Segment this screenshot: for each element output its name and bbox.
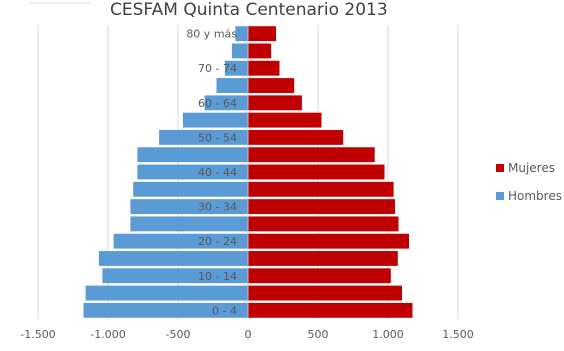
x-tick-label-6: 1.500 bbox=[442, 328, 474, 341]
bar-mujeres-65-69 bbox=[248, 78, 295, 93]
bar-mujeres-45-49 bbox=[248, 147, 375, 163]
bar-mujeres-30-34 bbox=[248, 199, 395, 215]
y-tick-label-20-24: 20 - 24 bbox=[198, 235, 237, 248]
bar-hombres-30-34 bbox=[130, 199, 248, 215]
bar-mujeres-55-59 bbox=[248, 112, 322, 128]
chart-title: CESFAM Quinta Centenario 2013 bbox=[110, 0, 388, 20]
bar-hombres-15-19 bbox=[98, 251, 249, 266]
bar-hombres-25-29 bbox=[130, 216, 248, 232]
bars bbox=[83, 26, 413, 318]
bar-mujeres-15-19 bbox=[248, 251, 398, 266]
legend: Mujeres Hombres bbox=[496, 161, 562, 203]
bar-mujeres-70-74 bbox=[248, 60, 280, 76]
x-tick-label-5: 1.000 bbox=[372, 328, 404, 341]
bar-mujeres-60-64 bbox=[248, 95, 302, 111]
legend-label-mujeres: Mujeres bbox=[508, 161, 555, 175]
bar-hombres-60-64 bbox=[204, 95, 248, 111]
bar-mujeres-25-29 bbox=[248, 216, 399, 232]
legend-swatch-hombres bbox=[496, 192, 504, 200]
y-tick-label-10-14: 10 - 14 bbox=[198, 270, 237, 283]
bar-mujeres-40-44 bbox=[248, 164, 385, 180]
bar-hombres-35-39 bbox=[133, 181, 248, 197]
bar-hombres-80-y-m-s bbox=[235, 26, 248, 42]
bar-hombres-75-79 bbox=[231, 43, 248, 59]
bar-mujeres-75-79 bbox=[248, 43, 272, 59]
bar-hombres-10-14 bbox=[102, 268, 249, 284]
bar-hombres-55-59 bbox=[182, 112, 248, 128]
bar-mujeres-35-39 bbox=[248, 181, 394, 197]
bar-hombres-70-74 bbox=[224, 60, 248, 76]
bar-mujeres-0-4 bbox=[248, 302, 413, 318]
y-tick-label-50-54: 50 - 54 bbox=[198, 131, 237, 144]
x-tick-label-4: 500 bbox=[308, 328, 329, 341]
x-tick-label-0: -1.500 bbox=[20, 328, 55, 341]
bar-hombres-65-69 bbox=[216, 78, 248, 93]
legend-label-hombres: Hombres bbox=[508, 189, 562, 203]
bar-mujeres-80-y-m-s bbox=[248, 26, 276, 42]
bar-mujeres-20-24 bbox=[248, 233, 409, 249]
bar-hombres-0-4 bbox=[83, 302, 248, 318]
bar-hombres-45-49 bbox=[137, 147, 248, 163]
axes: -1.500 -1.000 -500 0 500 1.000 1.500 0 - 4 10 - … bbox=[20, 25, 474, 341]
y-tick-label-80-y-m-s: 80 y más bbox=[186, 28, 237, 41]
bar-hombres-5-9 bbox=[85, 285, 248, 301]
bar-mujeres-50-54 bbox=[248, 129, 344, 145]
bar-mujeres-10-14 bbox=[248, 268, 391, 284]
x-tick-label-1: -1.000 bbox=[90, 328, 125, 341]
x-tick-label-2: -500 bbox=[166, 328, 191, 341]
y-tick-label-70-74: 70 - 74 bbox=[198, 62, 237, 75]
y-tick-label-30-34: 30 - 34 bbox=[198, 201, 237, 214]
bar-hombres-20-24 bbox=[113, 233, 248, 249]
y-tick-label-0-4: 0 - 4 bbox=[212, 304, 237, 317]
x-tick-label-3: 0 bbox=[245, 328, 252, 341]
bar-mujeres-5-9 bbox=[248, 285, 402, 301]
y-tick-label-40-44: 40 - 44 bbox=[198, 166, 237, 179]
bar-hombres-40-44 bbox=[137, 164, 248, 180]
legend-swatch-mujeres bbox=[496, 164, 504, 172]
y-tick-label-60-64: 60 - 64 bbox=[198, 97, 237, 110]
bar-hombres-50-54 bbox=[159, 129, 248, 145]
